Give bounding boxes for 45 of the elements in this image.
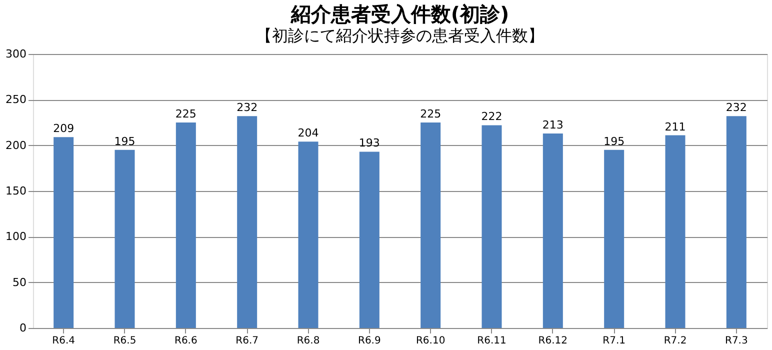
bar [665, 135, 686, 328]
x-tick-label: R6.12 [538, 336, 568, 346]
data-label: 195 [604, 134, 625, 148]
x-tick-label: R6.7 [236, 336, 259, 346]
bar [359, 152, 380, 328]
data-label: 193 [358, 136, 380, 150]
data-label: 225 [420, 108, 442, 120]
bar [482, 125, 502, 328]
data-label: 211 [664, 120, 686, 134]
x-tick-label: R7.2 [664, 336, 687, 346]
y-tick-label: 50 [12, 276, 26, 289]
data-label: 222 [481, 110, 502, 124]
data-label: 209 [53, 122, 74, 136]
y-tick-label: 100 [6, 230, 26, 244]
data-label: 213 [542, 118, 564, 132]
bar [298, 142, 318, 328]
x-tick-label: R6.5 [113, 336, 136, 346]
bar [114, 150, 135, 328]
x-tick-label: R6.4 [52, 336, 76, 346]
data-label: 195 [114, 134, 136, 148]
x-tick-label: R7.1 [602, 336, 626, 346]
y-tick-label: 150 [6, 184, 26, 198]
data-label: 204 [298, 126, 319, 140]
x-tick-label: R6.9 [358, 336, 381, 346]
chart-subtitle: 【初診にて紹介状持参の患者受入件数】 [256, 26, 544, 45]
y-tick-label: 0 [20, 322, 26, 334]
chart-title: 紹介患者受入件数(初診) [290, 2, 510, 26]
data-label: 232 [726, 101, 747, 114]
bar [176, 122, 196, 328]
bar [604, 150, 624, 328]
bar [237, 116, 258, 328]
x-tick-label: R7.3 [724, 336, 748, 346]
x-tick-label: R6.10 [416, 336, 446, 346]
bar [420, 122, 441, 328]
bar [726, 116, 746, 328]
y-tick-label: 250 [6, 93, 26, 106]
x-tick-label: R6.8 [296, 336, 320, 346]
y-tick-label: 200 [6, 138, 26, 152]
data-label: 232 [236, 101, 258, 114]
x-tick-label: R6.11 [477, 336, 506, 346]
bar [542, 133, 563, 328]
x-tick-label: R6.6 [174, 336, 198, 346]
bar [54, 137, 74, 328]
data-label: 225 [175, 108, 196, 120]
y-tick-label: 300 [6, 48, 26, 60]
